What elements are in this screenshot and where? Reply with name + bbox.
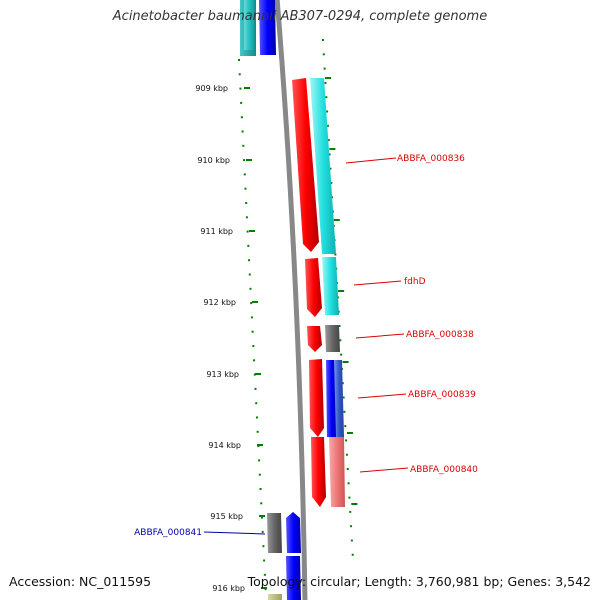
- reverse-cds-bottom: [286, 556, 301, 600]
- forward-cds-abbfa-000839: [309, 359, 324, 437]
- gene-label-abbfa-000836[interactable]: ABBFA_000836: [397, 154, 465, 164]
- scale-label: 913 kbp: [206, 370, 239, 379]
- gene-label-abbfa-000838[interactable]: ABBFA_000838: [406, 330, 474, 340]
- gene-label-fdhd[interactable]: fdhD: [404, 277, 426, 287]
- leader-abbfa-000839: [357, 393, 407, 399]
- cog-bar-abbfa-000836: [310, 78, 336, 254]
- forward-cds-abbfa-000836: [292, 78, 319, 252]
- gene-label-abbfa-000841[interactable]: ABBFA_000841: [134, 528, 202, 538]
- leader-abbfa-000840: [359, 467, 409, 473]
- scale-label: 914 kbp: [208, 441, 241, 450]
- leader-fdhd: [353, 280, 402, 286]
- forward-cds-abbfa-000838: [307, 326, 322, 352]
- accession-text: Accession: NC_011595: [9, 574, 152, 589]
- green-dotted-rulers: [238, 39, 358, 591]
- scale-label: 910 kbp: [197, 156, 230, 165]
- cog-bar-abbfa-000838: [325, 325, 340, 352]
- scale-label: 911 kbp: [200, 227, 233, 236]
- leader-abbfa-000838: [355, 333, 405, 339]
- leader-abbfa-000841: [203, 531, 266, 535]
- cog-bar-abbfa-000841: [267, 513, 282, 553]
- scale-label: 912 kbp: [203, 298, 236, 307]
- cog-bar-abbfa-000839-blue: [326, 360, 337, 437]
- cog-bar-abbfa-000840: [329, 437, 345, 507]
- scale-label: 909 kbp: [195, 84, 228, 93]
- genome-backbone: [274, 0, 308, 600]
- gene-label-abbfa-000840[interactable]: ABBFA_000840: [410, 465, 478, 475]
- map-title: Acinetobacter baumannii AB307-0294, comp…: [112, 9, 488, 24]
- cog-bar-top-cyan: [244, 0, 254, 50]
- topology-text: Topology: circular; Length: 3,760,981 bp…: [247, 574, 591, 589]
- reverse-cds-abbfa-000841: [286, 512, 301, 553]
- cog-bar-fdhd: [322, 257, 339, 315]
- forward-cds-abbfa-000840: [311, 437, 326, 507]
- forward-cds-fdhd: [305, 258, 322, 317]
- cog-bar-abbfa-000839-steel: [334, 360, 344, 437]
- cog-bar-bottom-olive: [268, 594, 282, 600]
- reverse-cds-top: [259, 0, 276, 55]
- gene-label-abbfa-000839[interactable]: ABBFA_000839: [408, 390, 476, 400]
- scale-label: 916 kbp: [212, 584, 245, 593]
- scale-label: 915 kbp: [210, 512, 243, 521]
- leader-abbfa-000836: [345, 157, 397, 164]
- kbp-scale: 909 kbp 910 kbp 911 kbp 912 kbp 913 kbp 914 k…: [195, 84, 267, 593]
